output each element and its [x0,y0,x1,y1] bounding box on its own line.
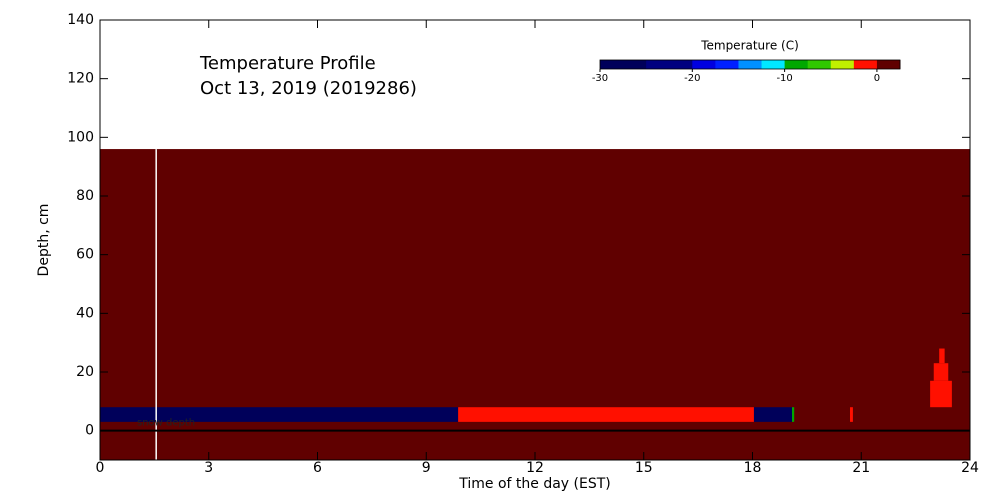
x-tick-label: 15 [635,460,653,476]
chart-subtitle: Oct 13, 2019 (2019286) [200,78,417,99]
heatmap-cell [753,407,793,422]
colorbar-swatch [715,60,739,69]
colorbar-swatch [600,60,624,69]
heatmap-cell [939,348,945,364]
colorbar-swatch [669,60,693,69]
colorbar-title: Temperature (C) [700,39,799,53]
colorbar-swatch [623,60,647,69]
colorbar-tick-label: -10 [776,73,792,84]
heatmap-cell [933,363,949,381]
x-tick-label: 9 [422,460,431,476]
colorbar-tick-label: 0 [874,73,880,84]
y-tick-label: 60 [76,247,94,263]
y-tick-label: 140 [67,12,94,28]
x-tick-label: 21 [852,460,870,476]
colorbar-tick-label: -30 [592,73,608,84]
colorbar-tick-label: -20 [684,73,700,84]
colorbar-swatch [761,60,786,69]
heatmap-cell [930,380,952,408]
colorbar-swatch [738,60,763,69]
heatmap-cell [100,407,459,422]
colorbar-swatch [876,60,901,69]
x-tick-label: 24 [961,460,979,476]
heatmap-cell [792,407,795,422]
x-tick-label: 0 [96,460,105,476]
y-tick-label: 40 [76,305,94,321]
y-axis-label: Depth, cm [36,204,52,277]
colorbar-swatch [807,60,832,69]
y-tick-label: 0 [85,423,94,439]
x-tick-label: 18 [744,460,762,476]
chart-title: Temperature Profile [199,53,376,74]
x-tick-label: 6 [313,460,322,476]
colorbar-swatch [830,60,855,69]
x-axis-label: Time of the day (EST) [458,476,611,492]
colorbar-frame [599,59,901,70]
x-tick-label: 3 [204,460,213,476]
heatmap-cell [458,407,754,422]
y-tick-label: 120 [67,71,94,87]
y-tick-label: 100 [67,129,94,145]
y-tick-label: 80 [76,188,94,204]
x-tick-label: 12 [526,460,544,476]
heatmap-cell [850,407,853,422]
colorbar-swatch [692,60,716,69]
colorbar-swatch [853,60,878,69]
y-tick-label: 20 [76,364,94,380]
colorbar-swatch [646,60,670,69]
snow-depth-label: snow depth [137,418,195,429]
colorbar-swatch [784,60,809,69]
